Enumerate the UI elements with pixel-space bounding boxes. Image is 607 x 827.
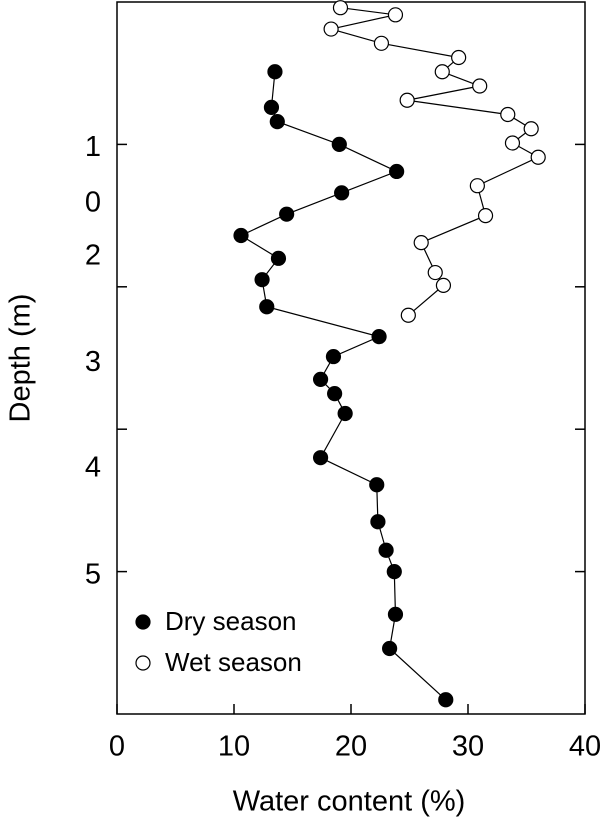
point (233, 227, 249, 244)
point (399, 92, 415, 108)
point (451, 49, 467, 66)
point (331, 136, 347, 152)
point (427, 264, 443, 281)
point (378, 542, 394, 558)
point (269, 114, 285, 130)
point (312, 371, 329, 387)
point (370, 514, 386, 530)
y-tick-label: 2 (85, 239, 101, 271)
point (327, 386, 343, 402)
x-tick-label: 10 (218, 731, 250, 763)
point (263, 99, 280, 115)
y-tick-label: 5 (85, 558, 101, 590)
x-tick-label: 30 (452, 731, 484, 763)
point (413, 235, 429, 251)
point (382, 640, 398, 657)
point (386, 563, 402, 580)
point (259, 299, 275, 315)
legend-label: Dry season (165, 606, 297, 636)
point (472, 78, 488, 94)
x-axis-title: Water content (%) (233, 786, 466, 818)
point (500, 106, 516, 123)
y-tick-label: 4 (85, 451, 101, 483)
legend-marker (135, 614, 151, 630)
point (369, 477, 385, 493)
point (530, 149, 546, 165)
point (279, 206, 295, 222)
point (387, 7, 404, 23)
point (323, 21, 339, 37)
y-tick-label: 0 (85, 187, 101, 219)
point (389, 163, 405, 180)
point (254, 272, 270, 288)
point (477, 208, 494, 224)
x-tick-label: 20 (335, 731, 367, 763)
point (373, 35, 390, 51)
legend-label: Wet season (165, 647, 302, 677)
y-axis-title: Depth (m) (5, 294, 37, 423)
point (371, 329, 387, 345)
point (523, 121, 539, 137)
x-tick-label: 40 (569, 731, 601, 763)
point (325, 348, 342, 365)
point (438, 692, 454, 708)
point (435, 277, 452, 293)
point (267, 64, 283, 80)
point (469, 178, 485, 194)
point (337, 405, 353, 422)
point (504, 135, 521, 151)
point (312, 450, 329, 466)
point (387, 606, 404, 622)
legend-marker (135, 655, 151, 671)
point (400, 307, 416, 323)
point (434, 64, 450, 80)
y-tick-label: 1 (85, 131, 101, 163)
point (270, 250, 287, 266)
x-tick-label: 0 (109, 731, 125, 763)
point (332, 0, 349, 16)
point (334, 185, 350, 201)
y-tick-label: 3 (85, 346, 101, 378)
